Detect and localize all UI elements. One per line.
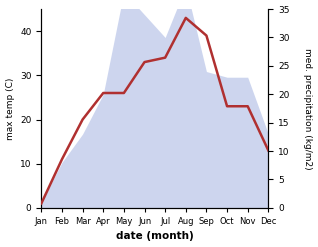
Y-axis label: med. precipitation (kg/m2): med. precipitation (kg/m2): [303, 48, 313, 169]
X-axis label: date (month): date (month): [116, 231, 194, 242]
Y-axis label: max temp (C): max temp (C): [5, 77, 15, 140]
